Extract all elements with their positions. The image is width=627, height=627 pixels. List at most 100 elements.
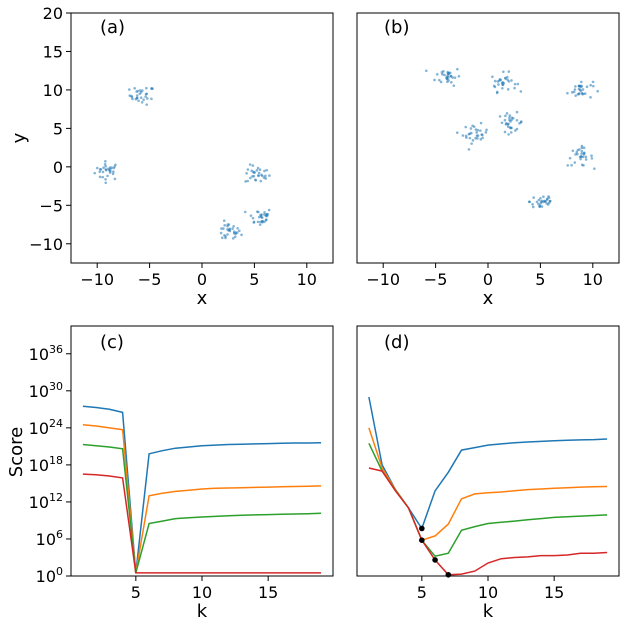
panel-b-point	[443, 73, 446, 77]
panel-b-point	[457, 75, 461, 78]
panel-a-point	[131, 97, 134, 101]
panel-a-point	[233, 235, 237, 239]
panel-a-point	[95, 166, 99, 170]
panel-b-point	[472, 125, 476, 129]
panel-c-series-line-3	[82, 473, 322, 574]
panel-b-point	[576, 148, 580, 152]
panel-d-series-line-3	[368, 467, 608, 576]
panel-d-min-marker	[419, 537, 425, 543]
panel-a-point	[146, 97, 149, 100]
panel-a-point	[139, 96, 143, 99]
panel-b-point	[424, 69, 428, 73]
panel-b-point	[476, 128, 480, 132]
panel-a-point	[254, 178, 258, 182]
panel-b-point	[515, 119, 519, 122]
panel-b-point	[582, 164, 585, 167]
panel-c-xticks: 5 10 15	[131, 576, 278, 602]
panel-b-point	[574, 85, 577, 88]
panel-a-point	[232, 225, 235, 228]
panel-a-ytick-label: 0	[53, 158, 63, 177]
panel-a-point	[263, 169, 266, 173]
panel-b-point	[515, 127, 519, 131]
panel-b-point	[503, 118, 507, 122]
panel-a-point	[104, 168, 108, 171]
panel-d-series-line-2	[368, 442, 608, 558]
panel-b-point	[516, 82, 520, 86]
panel-a-point	[98, 168, 102, 171]
panel-b-point	[453, 76, 457, 79]
panel-b-point	[491, 75, 494, 79]
panel-a-point	[101, 175, 104, 179]
panel-a-point	[112, 170, 115, 174]
panel-b-point	[479, 121, 483, 125]
panel-b-point	[510, 116, 514, 120]
panel-d-min-marker	[432, 557, 438, 563]
panel-b-point	[502, 70, 505, 74]
panel-a-point	[222, 219, 226, 222]
panel-a-point	[240, 233, 243, 237]
panel-b-point	[510, 118, 513, 122]
panel-a-point	[252, 221, 256, 224]
panel-c-series-line-2	[82, 443, 322, 574]
panel-a-point	[238, 229, 241, 233]
panel-c-ytick-label: 106	[36, 528, 63, 549]
panel-a-point	[265, 214, 269, 218]
panel-b-label: (b)	[384, 17, 409, 38]
panel-a-point	[226, 223, 230, 226]
panel-a-point	[135, 94, 139, 97]
panel-a-point	[258, 168, 262, 171]
panel-b-point	[509, 131, 513, 134]
panel-b-point	[447, 79, 450, 82]
panel-b-point	[505, 112, 509, 115]
panel-c-xtick-label: 15	[258, 583, 278, 602]
panel-a-point	[257, 171, 261, 175]
panel-b-point	[507, 70, 511, 73]
panel-b-point	[506, 125, 510, 129]
panel-b-point	[456, 67, 459, 71]
panel-b-point	[497, 83, 500, 86]
panel-b-point	[538, 205, 542, 208]
panel-b-point	[543, 199, 546, 203]
panel-a-point	[144, 95, 147, 98]
panel-b-xtick-label: 0	[483, 270, 493, 289]
panel-b-point	[566, 91, 569, 95]
panel-b-point	[579, 157, 582, 161]
panel-b-point	[438, 78, 441, 82]
panel-b-point	[573, 88, 577, 91]
panel-b-point	[574, 153, 577, 156]
panel-a-point	[232, 230, 236, 233]
panel-a-point	[219, 231, 223, 235]
panel-c-series-line-0	[82, 405, 322, 573]
panel-a-xtick-label: −5	[138, 270, 162, 289]
panel-a-point	[245, 172, 248, 175]
panel-b-point	[580, 152, 583, 155]
panel-a-label: (a)	[100, 17, 125, 38]
panel-b-point	[540, 205, 544, 208]
panel-b-point	[479, 138, 483, 141]
panel-b-point	[575, 150, 579, 154]
panel-b-point	[577, 87, 581, 91]
panel-a-point	[220, 227, 223, 230]
panel-b-point	[531, 205, 535, 209]
panel-a-point	[231, 237, 235, 240]
panel-b-point	[527, 200, 531, 204]
panel-b-point	[592, 84, 595, 88]
panel-c-xlabel: k	[197, 601, 208, 622]
panel-d: (d) k 5 10 15	[356, 325, 620, 622]
panel-a-point	[231, 227, 234, 231]
panel-a-point	[256, 220, 260, 224]
panel-b-point	[584, 158, 588, 161]
panel-a-point	[137, 99, 140, 103]
panel-a-point	[101, 170, 105, 174]
panel-b-point	[583, 151, 586, 155]
panel-b-point	[504, 77, 507, 80]
panel-b-point	[475, 134, 479, 138]
panel-b-point	[447, 71, 451, 75]
panel-b-point	[484, 131, 488, 134]
panel-b-point	[496, 80, 500, 83]
panel-b-xlabel: x	[483, 288, 494, 309]
panel-c-ylabel: Score	[6, 427, 27, 477]
panel-b-point	[480, 133, 483, 136]
panel-b-point	[545, 198, 549, 201]
panel-b-point	[572, 90, 576, 94]
